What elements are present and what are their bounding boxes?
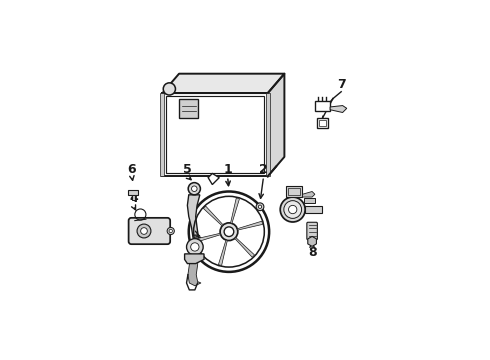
Circle shape <box>280 197 305 222</box>
Bar <box>304 198 315 203</box>
Circle shape <box>191 243 199 251</box>
FancyBboxPatch shape <box>307 222 318 240</box>
Text: 8: 8 <box>308 246 317 259</box>
Bar <box>317 118 328 128</box>
Circle shape <box>169 229 172 233</box>
Text: 1: 1 <box>223 163 232 176</box>
Circle shape <box>188 183 200 195</box>
Text: 5: 5 <box>183 163 192 176</box>
Circle shape <box>224 227 234 237</box>
Polygon shape <box>302 192 315 197</box>
Polygon shape <box>235 238 254 257</box>
Circle shape <box>284 201 301 219</box>
Polygon shape <box>219 240 227 265</box>
Polygon shape <box>237 221 263 230</box>
Circle shape <box>137 224 151 238</box>
Polygon shape <box>203 206 223 226</box>
Polygon shape <box>308 237 317 246</box>
Bar <box>288 188 300 195</box>
Bar <box>166 96 265 173</box>
Circle shape <box>189 192 269 272</box>
Bar <box>179 99 198 118</box>
Text: 6: 6 <box>127 163 136 176</box>
Polygon shape <box>195 233 220 242</box>
Text: 3: 3 <box>193 235 201 248</box>
Circle shape <box>167 228 174 235</box>
Bar <box>286 186 302 197</box>
Polygon shape <box>162 74 284 93</box>
Circle shape <box>220 223 238 240</box>
Bar <box>128 190 138 195</box>
Bar <box>162 93 268 176</box>
Bar <box>160 93 164 176</box>
Circle shape <box>289 205 297 214</box>
Circle shape <box>256 203 264 211</box>
Bar <box>132 195 135 200</box>
Polygon shape <box>330 105 347 112</box>
Polygon shape <box>208 174 219 185</box>
Bar <box>266 93 270 176</box>
Polygon shape <box>231 198 240 223</box>
Circle shape <box>258 205 262 208</box>
Circle shape <box>187 239 203 255</box>
Circle shape <box>141 228 147 234</box>
Text: 4: 4 <box>129 192 138 205</box>
Text: 2: 2 <box>259 163 268 176</box>
Circle shape <box>163 83 175 95</box>
Circle shape <box>192 186 197 192</box>
Text: 7: 7 <box>337 78 345 91</box>
Polygon shape <box>185 254 204 264</box>
Bar <box>315 102 330 111</box>
Polygon shape <box>187 195 200 244</box>
Bar <box>305 206 322 213</box>
Polygon shape <box>188 255 201 286</box>
FancyBboxPatch shape <box>128 218 170 244</box>
Bar <box>319 120 326 126</box>
Polygon shape <box>268 74 284 176</box>
